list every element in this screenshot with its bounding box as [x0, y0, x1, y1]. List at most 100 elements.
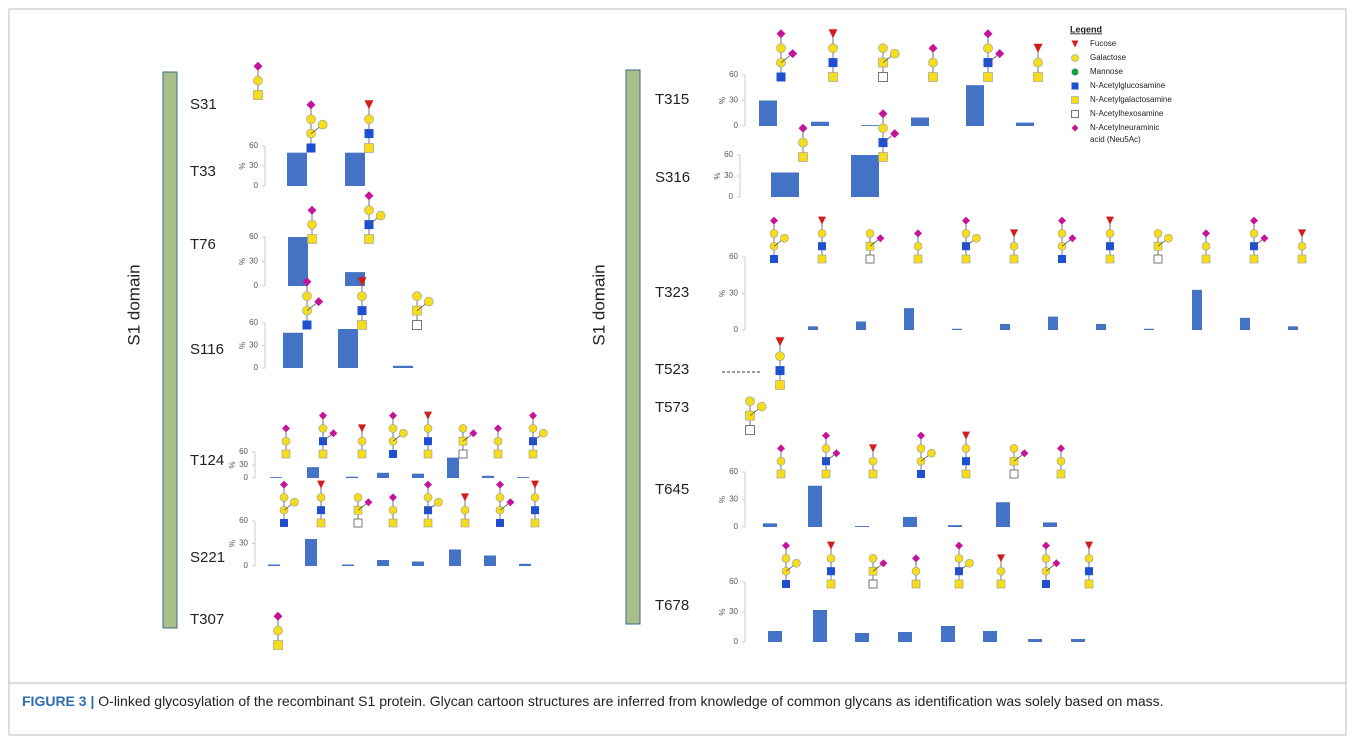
site-label: T645: [655, 481, 689, 498]
galactose: [984, 44, 993, 53]
galactose: [358, 437, 366, 445]
bar: [1096, 324, 1106, 330]
bar: [1043, 522, 1057, 527]
bar: [305, 539, 317, 566]
neu5ac: [1058, 217, 1066, 225]
neu5ac: [494, 424, 502, 432]
galactose: [365, 115, 374, 124]
neu5ac: [308, 206, 317, 215]
bar: [283, 333, 303, 368]
galnac: [365, 144, 374, 153]
galnac: [1298, 255, 1306, 263]
galactose: [389, 506, 397, 514]
site-label: T307: [190, 611, 224, 628]
legend-label: Galactose: [1090, 53, 1127, 62]
fucose: [1034, 44, 1043, 53]
bar: [851, 155, 879, 197]
neu5ac: [274, 612, 283, 621]
galactose: [757, 402, 766, 411]
galnac: [1010, 255, 1018, 263]
neu5ac: [365, 191, 374, 200]
bar: [763, 523, 777, 527]
bar: [377, 560, 389, 566]
galactose: [1164, 234, 1172, 242]
bar: [983, 631, 997, 642]
galactose: [496, 493, 504, 501]
galactose: [318, 120, 327, 129]
site-label: T523: [655, 361, 689, 378]
galactose: [879, 124, 888, 133]
galactose: [399, 429, 407, 437]
hexnac: [866, 255, 874, 263]
galactose: [1010, 242, 1018, 250]
legend-label: Mannose: [1090, 67, 1123, 76]
bar: [449, 550, 461, 567]
glcnac: [917, 470, 925, 478]
galnac: [358, 321, 367, 330]
site-label: T33: [190, 163, 216, 180]
bar: [482, 476, 494, 478]
neu5ac: [1052, 559, 1060, 567]
glcnac: [317, 506, 325, 514]
legend-label: N-Acetylhexosamine: [1090, 109, 1164, 118]
y-tick-label: 60: [249, 318, 258, 327]
caption-label: FIGURE 3 |: [22, 693, 94, 709]
galactose: [818, 229, 826, 237]
neu5ac: [912, 554, 920, 562]
galactose: [424, 297, 433, 306]
site-label: T76: [190, 236, 216, 253]
bar: [342, 565, 354, 567]
fucose: [997, 554, 1005, 562]
neu5ac: [307, 100, 316, 109]
glcnac: [818, 242, 826, 250]
galnac: [962, 255, 970, 263]
bar: [813, 610, 827, 642]
y-tick-label: 60: [249, 141, 258, 150]
bar: [952, 329, 962, 330]
galnac: [879, 153, 888, 162]
fucose: [1106, 217, 1114, 225]
galnac: [776, 381, 785, 390]
neu5ac: [1057, 444, 1065, 452]
fucose: [1298, 229, 1306, 237]
galnac: [494, 450, 502, 458]
glcnac: [777, 73, 786, 82]
fucose: [365, 100, 374, 109]
galactose: [376, 211, 385, 220]
glcnac: [1042, 580, 1050, 588]
bar: [346, 477, 358, 478]
axis-label: %: [718, 290, 727, 297]
galnac: [829, 73, 838, 82]
galactose: [290, 498, 298, 506]
caption: FIGURE 3 | O-linked glycosylation of the…: [22, 690, 1322, 712]
bar: [270, 477, 282, 478]
bar: [948, 525, 962, 527]
galactose: [1034, 58, 1043, 67]
fucose: [827, 542, 835, 550]
hexnac: [354, 519, 362, 527]
y-tick-label: 60: [239, 516, 248, 525]
y-tick-label: 30: [724, 171, 733, 180]
galnac: [531, 519, 539, 527]
neu5ac: [995, 49, 1004, 58]
y-tick-label: 30: [249, 161, 258, 170]
y-tick-label: 60: [729, 467, 738, 476]
bar: [519, 564, 531, 566]
galactose: [358, 292, 367, 301]
fucose: [461, 493, 469, 501]
bar: [966, 85, 984, 126]
axis-label: %: [238, 258, 247, 265]
galnac: [869, 470, 877, 478]
y-tick-label: 0: [254, 363, 259, 372]
glcnac: [365, 129, 374, 138]
glcnac: [1106, 242, 1114, 250]
neu5ac: [1042, 542, 1050, 550]
bar: [287, 153, 307, 186]
galnac: [1085, 580, 1093, 588]
bar: [288, 237, 308, 286]
galactose: [307, 115, 316, 124]
hexnac: [413, 321, 422, 330]
galactose: [317, 493, 325, 501]
legend-title: Legend: [1070, 24, 1102, 34]
galactose: [1057, 457, 1065, 465]
